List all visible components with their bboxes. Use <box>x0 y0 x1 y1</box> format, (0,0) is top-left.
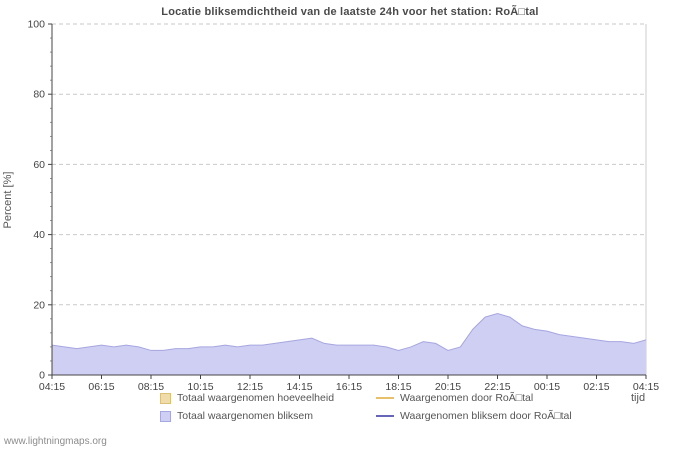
x-tick-label: 08:15 <box>138 381 164 393</box>
legend-item-bliksem-door-station: Waargenomen bliksem door RoÃ□tal <box>376 410 572 422</box>
x-tick-label: 22:15 <box>484 381 510 393</box>
area-series-1 <box>52 313 646 375</box>
x-tick-label: 16:15 <box>336 381 362 393</box>
y-tick-label: 60 <box>33 159 45 171</box>
y-tick-label: 80 <box>33 89 45 101</box>
legend-swatch-line-orange <box>376 397 394 399</box>
legend-item-totaal-bliksem: Totaal waargenomen bliksem <box>160 410 376 422</box>
x-tick-label: 12:15 <box>237 381 263 393</box>
x-tick-label: 14:15 <box>286 381 312 393</box>
y-tick-label: 20 <box>33 299 45 311</box>
x-tick-label: 10:15 <box>187 381 213 393</box>
watermark-link[interactable]: www.lightningmaps.org <box>4 436 107 447</box>
legend: Totaal waargenomen hoeveelheid Waargenom… <box>160 392 572 422</box>
y-tick-label: 100 <box>27 19 45 31</box>
legend-item-waargenomen-door-station: Waargenomen door RoÃ□tal <box>376 392 572 404</box>
x-tick-label: 02:15 <box>583 381 609 393</box>
y-tick-label: 40 <box>33 229 45 241</box>
area-edge-1 <box>51 313 647 351</box>
y-tick-label: 0 <box>39 370 45 382</box>
x-tick-label: 06:15 <box>88 381 114 393</box>
legend-label: Totaal waargenomen hoeveelheid <box>177 392 335 404</box>
x-tick-label: 04:15 <box>633 381 659 393</box>
legend-label: Totaal waargenomen bliksem <box>177 410 313 422</box>
x-tick-label: 20:15 <box>435 381 461 393</box>
x-axis-label: tijd <box>631 392 646 404</box>
legend-item-totaal-hoeveelheid: Totaal waargenomen hoeveelheid <box>160 392 376 404</box>
legend-swatch-area-purple <box>160 410 171 422</box>
x-tick-label: 18:15 <box>385 381 411 393</box>
legend-label: Waargenomen door RoÃ□tal <box>400 392 534 404</box>
legend-label: Waargenomen bliksem door RoÃ□tal <box>400 410 572 422</box>
x-tick-label: 04:15 <box>39 381 65 393</box>
legend-swatch-area-tan <box>160 392 171 404</box>
legend-swatch-line-purple <box>376 415 394 417</box>
chart-title: Locatie bliksemdichtheid van de laatste … <box>161 6 539 18</box>
x-tick-label: 00:15 <box>534 381 560 393</box>
